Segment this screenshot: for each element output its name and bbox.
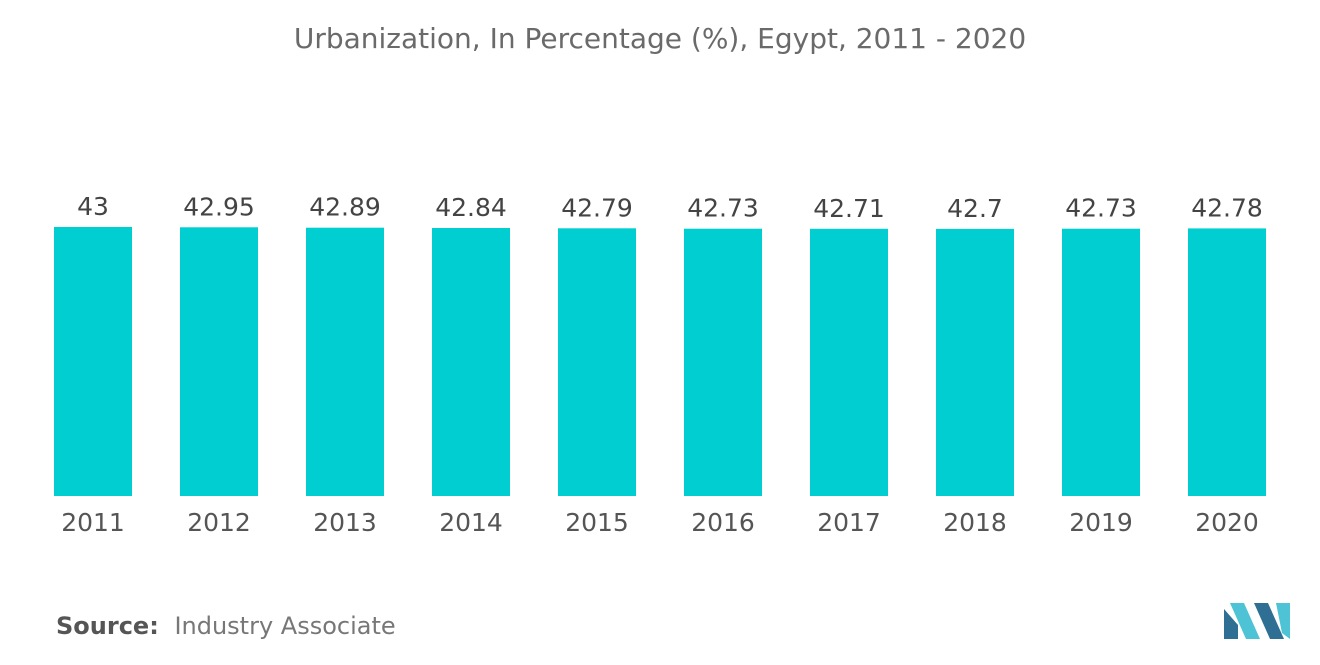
logo-shape-left bbox=[1224, 609, 1238, 639]
x-tick-label-2019: 2019 bbox=[1069, 508, 1133, 537]
x-tick-label-2011: 2011 bbox=[61, 508, 125, 537]
x-tick-label-2018: 2018 bbox=[943, 508, 1007, 537]
value-label-2020: 42.78 bbox=[1191, 193, 1263, 222]
x-tick-label-2020: 2020 bbox=[1195, 508, 1259, 537]
bar-2012 bbox=[180, 227, 258, 497]
value-label-2016: 42.73 bbox=[687, 194, 759, 223]
bar-2020 bbox=[1188, 228, 1266, 496]
bar-2013 bbox=[306, 227, 384, 496]
bar-2016 bbox=[684, 228, 762, 496]
logo-shape-mid-left bbox=[1230, 603, 1260, 639]
source-text: Industry Associate bbox=[174, 612, 396, 640]
x-tick-label-2012: 2012 bbox=[187, 508, 251, 537]
value-label-2017: 42.71 bbox=[813, 194, 885, 223]
x-tick-label-2013: 2013 bbox=[313, 508, 377, 537]
value-label-2012: 42.95 bbox=[183, 192, 255, 221]
value-label-2014: 42.84 bbox=[435, 193, 507, 222]
chart-title: Urbanization, In Percentage (%), Egypt, … bbox=[293, 22, 1027, 55]
x-tick-label-2017: 2017 bbox=[817, 508, 881, 537]
source-note: Source: Industry Associate bbox=[56, 612, 396, 640]
bar-2018 bbox=[936, 228, 1014, 496]
x-axis-tick-labels: 2011 2012 2013 2014 2015 2016 2017 2018 2019 2020 bbox=[61, 508, 1259, 537]
x-tick-label-2015: 2015 bbox=[565, 508, 629, 537]
x-tick-label-2014: 2014 bbox=[439, 508, 503, 537]
bar-2015 bbox=[558, 228, 636, 497]
source-label: Source: bbox=[56, 612, 159, 640]
value-label-2015: 42.79 bbox=[561, 193, 633, 222]
bar-2019 bbox=[1062, 228, 1140, 496]
value-labels-group: 43 42.95 42.89 42.84 42.79 42.73 42.71 42.7 42.7… bbox=[77, 192, 1263, 223]
value-label-2013: 42.89 bbox=[309, 193, 381, 222]
x-tick-label-2016: 2016 bbox=[691, 508, 755, 537]
bar-2017 bbox=[810, 228, 888, 497]
value-label-2018: 42.7 bbox=[947, 194, 1003, 223]
bar-chart: 43 42.95 42.89 42.84 42.79 42.73 42.71 42.7 42.7… bbox=[54, 192, 1266, 537]
bar-2011 bbox=[54, 227, 132, 496]
value-label-2011: 43 bbox=[77, 192, 109, 221]
value-label-2019: 42.73 bbox=[1065, 194, 1137, 223]
logo-shape-right bbox=[1276, 603, 1290, 639]
bars-group bbox=[54, 227, 1266, 497]
mordor-intelligence-logo-icon bbox=[1224, 603, 1290, 639]
bar-2014 bbox=[432, 228, 510, 496]
logo-shape-mid-right bbox=[1254, 603, 1284, 639]
